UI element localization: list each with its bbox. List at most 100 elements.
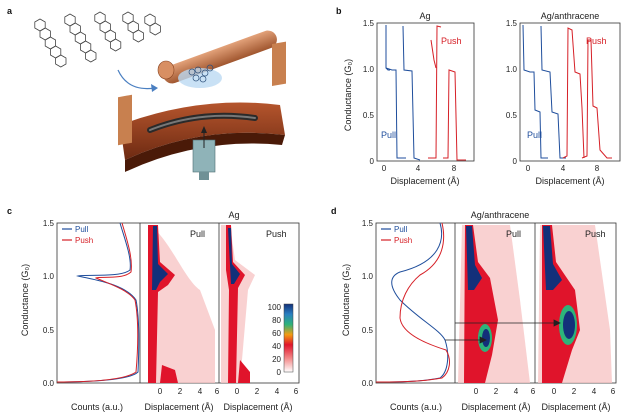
- b-ytick: 0: [370, 157, 375, 166]
- c-disp-label: Displacement (Å): [144, 402, 213, 412]
- d-pull-histogram: [375, 222, 449, 383]
- d-ytick: 1.5: [362, 219, 374, 228]
- b-left-pull-label: Pull: [381, 130, 396, 140]
- d-title: Ag/anthracene: [471, 210, 530, 220]
- anthracene-molecules-drawing: [34, 11, 161, 68]
- d-disp-label: Displacement (Å): [541, 402, 610, 412]
- b-left-xlabel: Displacement (Å): [390, 176, 459, 186]
- b-left-push-label: Push: [441, 36, 462, 46]
- c-xtick: 0: [235, 387, 240, 396]
- d-xtick: 2: [494, 387, 499, 396]
- c-xtick: 0: [158, 387, 163, 396]
- d-push-map: [538, 225, 612, 383]
- c-pull-histogram: [56, 222, 140, 383]
- c-colorbar-tick: 60: [272, 329, 281, 338]
- d-arrows: [445, 319, 561, 344]
- panel-label-b: b: [336, 6, 342, 16]
- c-title: Ag: [228, 210, 239, 220]
- d-disp-label: Displacement (Å): [461, 402, 530, 412]
- b-ytick: 1.5: [363, 19, 375, 28]
- d-ytick: 1.0: [362, 272, 374, 281]
- b-xtick: 4: [416, 164, 421, 173]
- b-ytick: 0: [513, 157, 518, 166]
- b-ytick: 1.0: [363, 65, 375, 74]
- d-xtick: 2: [572, 387, 577, 396]
- b-ytick: 0.5: [506, 111, 518, 120]
- b-xtick: 0: [382, 164, 387, 173]
- pull-trace: [385, 67, 390, 71]
- panel-label-c: c: [7, 206, 12, 216]
- arrow-icon: [117, 69, 156, 90]
- push-trace: [428, 25, 466, 161]
- d-push-map-label: Push: [585, 229, 606, 239]
- pull-trace: [540, 25, 566, 159]
- d-legend-pull: Pull: [394, 225, 408, 234]
- c-xtick: 4: [275, 387, 280, 396]
- c-disp-label: Displacement (Å): [223, 402, 292, 412]
- b-left-frame: [376, 22, 475, 162]
- b-xtick: 4: [561, 164, 566, 173]
- c-push-histogram: [56, 222, 139, 383]
- b-xtick: 8: [452, 164, 457, 173]
- c-push-map-label: Push: [266, 229, 287, 239]
- c-legend-push: Push: [75, 236, 93, 245]
- c-legend: Pull Push: [62, 225, 93, 245]
- panel-d: d Ag/anthracene Conductance (G₀) 1.5 1.0…: [331, 206, 617, 412]
- c-colorbar-tick: 80: [272, 316, 281, 325]
- b-left-traces: [385, 25, 466, 161]
- push-trace: [581, 39, 612, 159]
- c-colorbar: [283, 303, 294, 373]
- d-ytick: 0.5: [362, 326, 374, 335]
- c-ytick: 0.0: [43, 379, 55, 388]
- b-ylabel: Conductance (G₀): [343, 59, 353, 131]
- c-ytick: 0.5: [43, 326, 55, 335]
- c-colorbar-tick: 0: [277, 368, 282, 377]
- d-pull-map-label: Pull: [506, 229, 521, 239]
- c-colorbar-tick: 100: [268, 303, 282, 312]
- panel-a: a: [7, 6, 286, 180]
- b-xtick: 8: [595, 164, 600, 173]
- d-counts-label: Counts (a.u.): [390, 402, 442, 412]
- c-push-map: [221, 225, 255, 383]
- d-xtick: 4: [514, 387, 519, 396]
- panel-label-d: d: [331, 206, 337, 216]
- b-right-xlabel: Displacement (Å): [535, 176, 604, 186]
- b-right-traces: [522, 24, 612, 159]
- c-pull-map: [148, 225, 215, 383]
- b-right-pull-label: Pull: [527, 130, 542, 140]
- d-xtick: 0: [474, 387, 479, 396]
- d-xtick: 4: [592, 387, 597, 396]
- molecules-on-tip: [188, 64, 214, 83]
- b-left-title: Ag: [419, 11, 430, 21]
- d-legend-push: Push: [394, 236, 412, 245]
- b-ytick: 1.0: [506, 65, 518, 74]
- c-colorbar-tick: 40: [272, 342, 281, 351]
- b-right-title: Ag/anthracene: [541, 11, 600, 21]
- c-xtick: 4: [198, 387, 203, 396]
- d-push-histogram: [375, 222, 450, 383]
- panel-b: b Conductance (G₀) Ag Ag/anthracene 0 0.…: [336, 6, 621, 186]
- b-ytick: 1.5: [506, 19, 518, 28]
- c-ytick: 1.0: [43, 272, 55, 281]
- pull-trace: [385, 25, 421, 161]
- b-ytick: 0.5: [363, 111, 375, 120]
- c-ylabel: Conductance (G₀): [20, 264, 30, 336]
- d-xtick: 6: [531, 387, 536, 396]
- c-ytick: 1.5: [43, 219, 55, 228]
- pull-trace: [522, 24, 548, 159]
- pushrod-drawing: [192, 126, 216, 180]
- d-pull-map: [458, 225, 530, 383]
- push-trace: [562, 27, 585, 159]
- d-ylabel: Conductance (G₀): [341, 264, 351, 336]
- c-xtick: 6: [215, 387, 220, 396]
- b-xtick: 0: [526, 164, 531, 173]
- c-legend-pull: Pull: [75, 225, 89, 234]
- c-pull-map-label: Pull: [190, 229, 205, 239]
- d-xtick: 6: [611, 387, 616, 396]
- arrowhead-icon: [151, 84, 158, 92]
- c-xtick: 2: [178, 387, 183, 396]
- b-right-frame: [519, 22, 621, 162]
- panel-c: c Ag Conductance (G₀) 1.5 1.0 0.5 0.0 Pu…: [7, 206, 300, 412]
- c-colorbar-tick: 20: [272, 355, 281, 364]
